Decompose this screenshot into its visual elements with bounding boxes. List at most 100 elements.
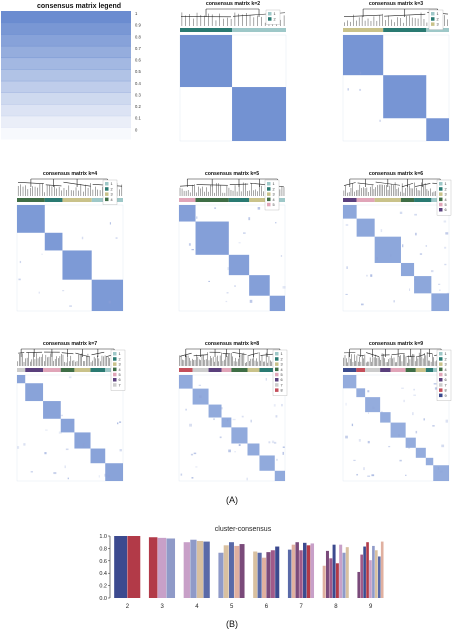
consensus-cell	[20, 380, 23, 383]
matrix-legend-swatch	[268, 12, 272, 16]
matrix-legend-label: 4	[111, 198, 113, 202]
matrix-legend-swatch	[439, 182, 443, 186]
matrix-legend-label: 1	[273, 182, 275, 186]
consensus-cell	[363, 467, 365, 471]
cluster-color-bar	[343, 198, 357, 202]
cluster-color-bar	[60, 368, 75, 372]
matrix-legend-swatch	[113, 352, 117, 356]
consensus-bar	[291, 544, 296, 598]
consensus-cell	[425, 245, 428, 247]
consensus-cell	[198, 384, 202, 386]
consensus-bar	[166, 538, 176, 598]
matrix-legend-swatch	[431, 17, 435, 21]
consensus-block	[221, 417, 232, 428]
consensus-cell	[265, 377, 267, 381]
legend-swatch	[1, 11, 131, 24]
matrix-legend-label: 5	[445, 373, 447, 377]
legend-tick-label: 0.9	[135, 23, 141, 28]
consensus-block	[208, 404, 222, 418]
consensus-bar	[369, 560, 372, 598]
consensus-cell	[246, 477, 248, 481]
consensus-block	[425, 457, 434, 466]
matrix-legend-swatch	[275, 372, 279, 377]
consensus-block	[356, 388, 366, 398]
consensus-cell	[380, 229, 383, 233]
consensus-cell	[67, 477, 69, 480]
cluster-color-bar	[383, 28, 427, 32]
consensus-block	[356, 218, 375, 237]
consensus-block	[343, 375, 357, 389]
matrix-legend-swatch	[275, 352, 279, 356]
consensus-cell	[356, 473, 359, 476]
consensus-block	[180, 35, 233, 88]
consensus-cell	[53, 472, 57, 475]
consensus-bar	[114, 536, 128, 598]
consensus-cell	[275, 415, 278, 418]
consensus-cell	[69, 305, 72, 307]
consensus-cell	[38, 291, 40, 294]
matrix-legend-label: 2	[111, 187, 113, 191]
consensus-cell	[199, 395, 202, 398]
matrix-legend: 12 345	[264, 179, 280, 211]
consensus-block	[25, 383, 44, 402]
y-tick-label: 0.0	[99, 596, 107, 602]
matrix-legend-label: 4	[281, 368, 283, 372]
consensus-cell	[433, 383, 437, 385]
consensus-bar	[234, 545, 240, 598]
consensus-block	[343, 205, 357, 219]
consensus-cell	[116, 422, 119, 425]
consensus-cell	[46, 233, 48, 236]
consensus-matrix-panel: consensus matrix k=4 12 34	[16, 171, 124, 312]
consensus-bar	[295, 542, 299, 598]
consensus-block	[247, 443, 260, 456]
matrix-legend-swatch	[275, 362, 279, 366]
matrix-legend-swatch	[113, 357, 117, 361]
consensus-cell	[430, 270, 434, 273]
matrix-title: consensus matrix k=6	[369, 171, 423, 177]
consensus-cell	[446, 292, 450, 295]
legend-swatch	[1, 127, 131, 140]
consensus-cell	[188, 243, 191, 246]
legend-tick-label: 0.2	[135, 104, 141, 109]
consensus-cell	[366, 274, 368, 277]
consensus-bar	[357, 571, 361, 598]
consensus-cell	[359, 71, 362, 75]
consensus-legend: consensus matrix legend 1 0.9 0.8 0.7 0.6 0.5…	[1, 3, 141, 140]
legend-swatches	[1, 11, 131, 140]
consensus-cell	[98, 475, 100, 478]
legend-swatch	[1, 92, 131, 105]
consensus-cell	[257, 207, 261, 210]
consensus-bar	[310, 543, 315, 598]
consensus-cell	[413, 388, 415, 391]
matrix-legend-label: 7	[445, 383, 447, 387]
consensus-cell	[372, 406, 375, 410]
consensus-block	[433, 465, 449, 481]
x-tick-label: 3	[160, 604, 164, 610]
cluster-color-bar	[179, 368, 193, 372]
cluster-color-bar	[365, 368, 381, 372]
matrix-legend-swatch	[275, 357, 279, 361]
legend-tick-label: 0.5	[135, 69, 141, 74]
consensus-bar	[157, 537, 167, 598]
consensus-matrix-panel: consensus matrix k=2 12	[179, 1, 287, 142]
cluster-color-bar	[249, 198, 270, 202]
matrix-legend-swatch	[439, 372, 443, 377]
matrix-legend-label: 8	[281, 389, 283, 393]
matrix-legend-label: 1	[119, 352, 121, 356]
cluster-color-bar	[62, 198, 92, 202]
consensus-block	[179, 205, 196, 222]
x-tick-label: 9	[369, 604, 373, 610]
consensus-cell	[225, 242, 229, 245]
consensus-bar	[127, 536, 141, 598]
panel-b-label: (B)	[226, 619, 238, 629]
consensus-cell	[238, 242, 241, 244]
consensus-cell	[445, 419, 449, 423]
consensus-bar	[218, 552, 224, 598]
consensus-cell	[282, 286, 286, 289]
matrix-legend-label: 3	[437, 23, 439, 27]
consensus-bar	[375, 550, 378, 598]
consensus-block	[17, 375, 26, 384]
bar-chart-bars	[114, 536, 384, 598]
legend-swatch	[1, 34, 131, 47]
